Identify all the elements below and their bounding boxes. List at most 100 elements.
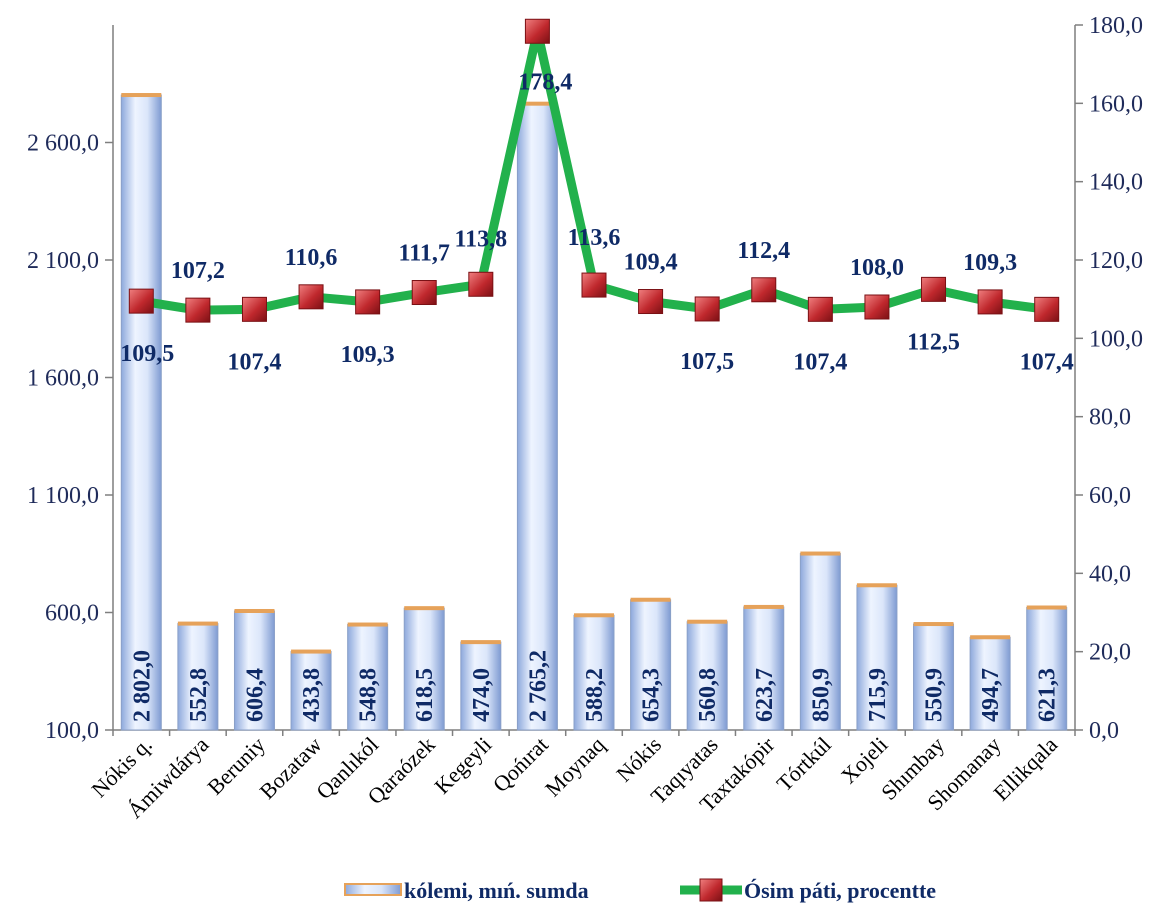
line-value-label: 109,5 [120, 341, 174, 367]
line-marker [128, 288, 154, 314]
bar [120, 94, 162, 731]
left-tick-label: 2 100,0 [27, 248, 99, 274]
line-value-label: 178,4 [518, 69, 572, 95]
left-tick-label: 600,0 [45, 601, 99, 627]
bar-series [120, 93, 1068, 731]
legend-line-label: Ósim páti, procentte [744, 878, 936, 903]
bar-top-cap [800, 551, 841, 556]
category-label: Ellikqala [988, 732, 1062, 806]
line-value-label: 113,8 [454, 226, 507, 252]
left-axis-ticks: 100,0 600,0 1 100,0 1 600,0 2 100,0 2 600,0 [27, 131, 113, 744]
bar [799, 553, 841, 731]
line-marker [977, 289, 1003, 315]
bar-top-cap [234, 608, 275, 613]
bar-top-cap [177, 621, 218, 626]
line-marker [411, 280, 437, 306]
bar-value-label: 560,8 [695, 668, 721, 722]
legend-bar-swatch [344, 883, 402, 896]
bar-data-labels: 2 802,0 552,8 606,4 433,8 548,8 618,5 474,0 2 7… [129, 650, 1060, 722]
right-tick-label: 0,0 [1089, 718, 1119, 744]
bar-value-label: 621,3 [1035, 668, 1061, 722]
bar-value-label: 550,9 [922, 668, 948, 722]
line-value-label: 107,2 [171, 258, 225, 284]
bar-top-cap [347, 622, 388, 627]
right-axis-ticks: 0,0 20,0 40,0 60,0 80,0 100,0 120,0 140,0 160,0 1… [1075, 13, 1143, 744]
legend-bar-label: kólemi, mıń. sumda [404, 878, 589, 903]
bar-top-cap [743, 604, 784, 609]
bar-top-cap [913, 622, 954, 627]
bar [573, 614, 615, 731]
right-tick-label: 160,0 [1089, 91, 1143, 117]
line-value-label: 113,6 [568, 225, 621, 251]
bar-value-label: 606,4 [242, 668, 268, 722]
bar-value-label: 715,9 [865, 668, 891, 722]
line-marker [921, 276, 947, 302]
bar-top-cap [687, 619, 728, 624]
bar-top-cap [404, 606, 445, 611]
bar-value-label: 548,8 [356, 668, 382, 722]
bar [1026, 606, 1068, 731]
right-tick-label: 40,0 [1089, 561, 1131, 587]
right-tick-label: 20,0 [1089, 640, 1131, 666]
bar-value-label: 588,2 [582, 668, 608, 722]
category-label: Moynaq [540, 732, 610, 802]
right-tick-label: 140,0 [1089, 170, 1143, 196]
bar-value-label: 552,8 [186, 668, 212, 722]
bar-value-label: 2 802,0 [129, 650, 155, 722]
bar [460, 641, 502, 731]
bar-top-cap [970, 635, 1011, 640]
growth-line [140, 26, 1048, 315]
line-marker [751, 277, 777, 303]
bar [403, 607, 445, 731]
bar-value-label: 623,7 [752, 668, 778, 722]
line-marker [807, 296, 833, 322]
line-value-label: 110,6 [285, 245, 338, 271]
bar [969, 636, 1011, 731]
category-label: Tórtkúl [772, 732, 836, 796]
line-value-label: 107,5 [680, 349, 734, 375]
line-value-label: 109,4 [624, 250, 678, 276]
bar-top-cap [460, 640, 501, 645]
line-value-label: 107,4 [227, 349, 281, 375]
bar-value-label: 433,8 [299, 668, 325, 722]
bar-value-label: 494,7 [978, 668, 1004, 722]
line-value-label: 109,3 [341, 342, 395, 368]
category-labels: Nókis q.ÁmiwdáryaBeruniyBozatawQanlıkólQ… [86, 730, 1076, 823]
bar-top-cap [856, 583, 897, 588]
legend-marker-swatch [699, 878, 723, 902]
line-value-label: 107,4 [1020, 349, 1074, 375]
line-marker [468, 271, 494, 297]
line-marker [355, 289, 381, 315]
legend: kólemi, mıń. sumda Ósim páti, procentte [344, 878, 936, 903]
legend-item-line: Ósim páti, procentte [680, 878, 936, 903]
bar-value-label: 2 765,2 [525, 650, 551, 722]
left-tick-label: 1 600,0 [27, 366, 99, 392]
line-value-label: 111,7 [399, 241, 450, 267]
left-tick-label: 1 100,0 [27, 483, 99, 509]
bar [913, 623, 955, 731]
line-marker [694, 296, 720, 322]
line-value-label: 109,3 [963, 250, 1017, 276]
line-marker [298, 284, 324, 310]
bar [516, 103, 558, 731]
line-value-label: 107,4 [793, 349, 847, 375]
left-tick-label: 100,0 [45, 718, 99, 744]
line-series [128, 18, 1060, 323]
line-value-label: 112,4 [737, 238, 790, 264]
bar-top-cap [291, 649, 332, 654]
right-tick-label: 120,0 [1089, 248, 1143, 274]
line-value-label: 112,5 [907, 329, 960, 355]
left-tick-label: 2 600,0 [27, 131, 99, 157]
right-tick-label: 180,0 [1089, 13, 1143, 39]
bar-top-cap [630, 597, 671, 602]
category-label: Kegeyli [429, 732, 496, 799]
bar-top-cap [517, 101, 558, 106]
line-value-label: 108,0 [850, 255, 904, 281]
category-label: Bozataw [254, 732, 326, 804]
line-marker [581, 272, 607, 298]
right-tick-label: 60,0 [1089, 483, 1131, 509]
bar [290, 651, 332, 731]
bar-value-label: 474,0 [469, 668, 495, 722]
